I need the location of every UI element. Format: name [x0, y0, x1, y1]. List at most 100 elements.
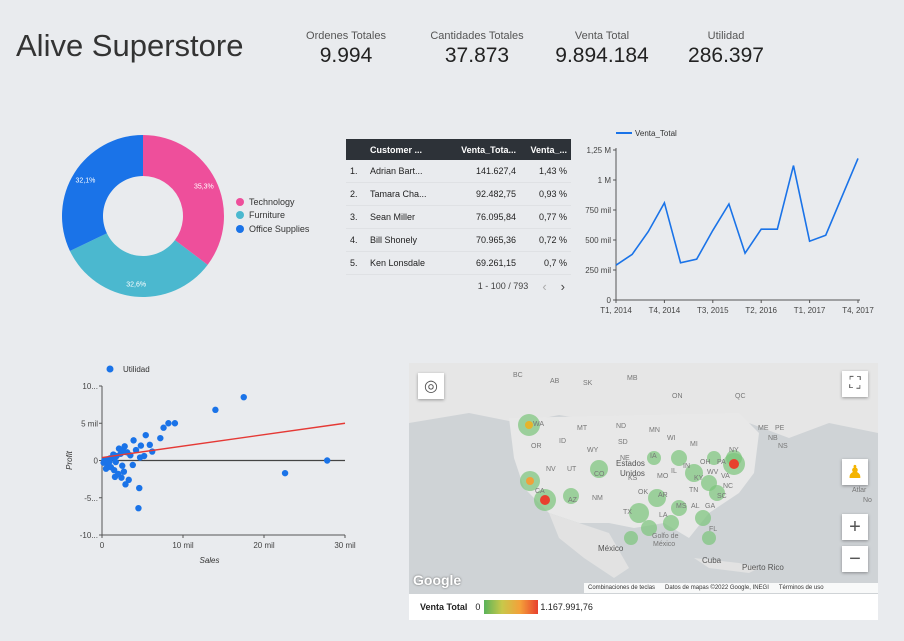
donut-slice-office-supplies	[62, 135, 143, 251]
scatter-point	[119, 462, 126, 469]
legend-label: Venta_Total	[635, 129, 677, 138]
customer-table: Customer ... Venta_Tota... Venta_... 1. …	[346, 139, 571, 297]
google-logo: Google	[413, 572, 462, 588]
sales-heat-map[interactable]: Estados Unidos México Cuba Puerto Rico G…	[409, 363, 878, 619]
map-label: Unidos	[620, 469, 645, 478]
kpi-venta: Venta Total 9.894.184	[550, 30, 654, 68]
map-label: WV	[707, 469, 719, 476]
legend-dot	[236, 197, 244, 206]
map-label: GA	[705, 503, 716, 510]
attribution-shortcuts[interactable]: Combinaciones de teclas	[588, 585, 656, 591]
row-index: 1.	[350, 166, 358, 176]
header-venta-pct[interactable]: Venta_...	[530, 144, 567, 155]
scatter-point	[157, 434, 164, 442]
map-label: MS	[676, 503, 687, 510]
x-tick-label: T4, 2017	[842, 306, 874, 315]
map-label: SK	[583, 380, 593, 387]
legend-label: Furniture	[249, 210, 286, 221]
map-label: UT	[567, 466, 577, 473]
header-venta-total[interactable]: Venta_Tota...	[461, 144, 516, 155]
y-tick-label: 5 mil	[81, 419, 98, 428]
scatter-point	[323, 457, 331, 464]
row-customer: Tamara Cha...	[370, 189, 427, 199]
scatter-point	[165, 420, 172, 427]
scatter-point	[146, 441, 153, 449]
map-label: WY	[587, 447, 599, 454]
table-row[interactable]: 5. Ken Lonsdale 69.261,15 0,7 %	[346, 252, 571, 275]
map-legend-max: 1.167.991,76	[540, 602, 593, 612]
row-venta: 92.482,75	[475, 189, 516, 199]
pager-range: 1 - 100 / 793	[477, 281, 529, 291]
attribution-terms[interactable]: Términos de uso	[778, 585, 824, 591]
map-label: NM	[592, 495, 603, 502]
legend-item-office-supplies[interactable]: Office Supplies	[236, 222, 309, 236]
x-tick-label: T1, 2014	[600, 306, 632, 315]
row-pct: 0,72 %	[538, 235, 567, 245]
legend-item-technology[interactable]: Technology	[236, 195, 309, 209]
x-tick-label: T1, 2017	[794, 306, 826, 315]
map-label: NB	[768, 435, 778, 442]
next-page-icon[interactable]: ›	[560, 278, 565, 294]
map-label: BC	[513, 372, 523, 379]
scatter-point	[160, 424, 167, 431]
venta-line-chart[interactable]: Venta_Total 0 250 mil 500 mil 750 mil 1 M 1,25…	[580, 122, 880, 322]
table-header: Customer ... Venta_Tota... Venta_...	[346, 139, 571, 160]
scatter-point	[106, 458, 113, 466]
map-label: KS	[628, 475, 638, 482]
map-label: México	[653, 541, 676, 548]
scatter-point	[118, 474, 125, 481]
fullscreen-icon[interactable]: ⛶	[842, 371, 868, 397]
category-donut-chart[interactable]: 35,3% 32,6% 32,1%	[58, 131, 228, 301]
pegman-icon[interactable]: ♟	[842, 459, 868, 485]
map-label: NS	[778, 443, 788, 450]
donut-slice-furniture	[69, 233, 208, 297]
table-row[interactable]: 2. Tamara Cha... 92.482,75 0,93 %	[346, 183, 571, 206]
legend-dot	[106, 365, 114, 373]
y-axis-label: Profit	[65, 450, 74, 469]
venta-total-line	[615, 158, 859, 266]
map-legend-gradient	[484, 600, 539, 614]
table-row[interactable]: 1. Adrian Bart... 141.627,4 1,43 %	[346, 160, 571, 183]
scatter-point	[111, 473, 119, 481]
map-attribution: Combinaciones de teclas Datos de mapas ©…	[584, 583, 878, 593]
zoom-out-icon[interactable]: −	[842, 546, 868, 572]
kpi-label: Cantidades Totales	[430, 30, 524, 42]
donut-slice-technology	[143, 135, 225, 265]
map-label: Atlar	[852, 487, 867, 494]
table-row[interactable]: 3. Sean Miller 76.095,84 0,77 %	[346, 206, 571, 229]
legend-label: Office Supplies	[249, 223, 310, 234]
row-index: 5.	[350, 258, 358, 268]
map-label: WI	[667, 435, 676, 442]
map-label: Puerto Rico	[742, 563, 784, 572]
prev-page-icon[interactable]: ‹	[542, 278, 547, 294]
scatter-point	[137, 442, 145, 449]
map-label: PE	[775, 425, 785, 432]
table-row[interactable]: 4. Bill Shonely 70.965,36 0,72 %	[346, 229, 571, 252]
map-legend: Venta Total 0 1.167.991,76	[409, 594, 878, 620]
x-tick-label: 20 mil	[253, 541, 275, 550]
map-label: LA	[659, 512, 668, 519]
kpi-value: 9.894.184	[555, 44, 649, 67]
kpi-label: Venta Total	[574, 30, 630, 42]
legend-dot	[236, 224, 244, 233]
map-label: NV	[546, 466, 556, 473]
scatter-point	[129, 461, 136, 469]
map-label: Golfo de	[652, 533, 679, 540]
map-label: Estados	[616, 459, 645, 468]
zoom-in-icon[interactable]: +	[842, 514, 868, 540]
legend-label: Utilidad	[123, 365, 150, 374]
kpi-value: 286.397	[688, 44, 764, 67]
row-venta: 70.965,36	[475, 235, 516, 245]
scatter-point	[212, 406, 219, 414]
scatter-point	[142, 431, 149, 439]
location-icon[interactable]: ◎	[418, 373, 444, 399]
scatter-point	[102, 465, 110, 472]
legend-dot	[236, 211, 244, 220]
scatter-point	[281, 469, 289, 477]
legend-item-furniture[interactable]: Furniture	[236, 209, 309, 223]
y-tick-label: 0	[94, 457, 99, 466]
header-customer[interactable]: Customer ...	[370, 144, 423, 155]
scatter-point	[149, 448, 156, 455]
map-label: ME	[758, 425, 769, 432]
